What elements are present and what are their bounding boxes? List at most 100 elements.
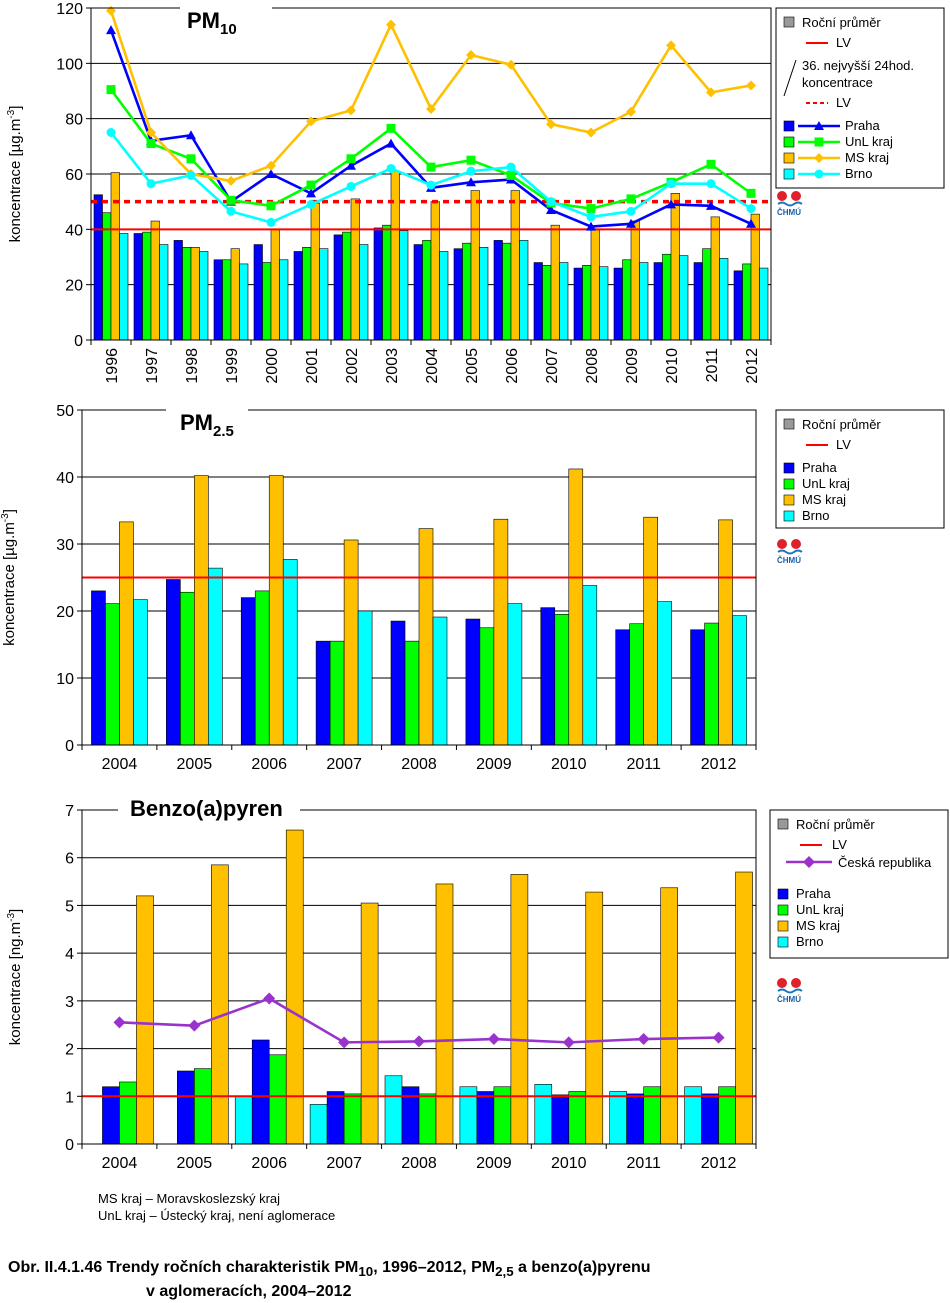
bar — [622, 259, 632, 341]
x-tick-label: 2005 — [177, 1155, 213, 1172]
series-marker — [186, 130, 196, 140]
legend-swatch-brno — [783, 510, 795, 522]
chmu-logo-dot — [791, 978, 801, 988]
bar — [133, 599, 148, 746]
bar — [326, 1091, 345, 1145]
series-marker — [426, 103, 436, 114]
series-marker — [746, 218, 756, 228]
series-marker — [266, 169, 276, 178]
series-marker — [186, 170, 196, 180]
bar — [234, 1095, 253, 1145]
bar — [465, 618, 481, 746]
x-tick-label: 2008 — [401, 1155, 437, 1172]
x-tick-label: 1998 — [184, 348, 201, 384]
series-marker — [306, 116, 316, 127]
series-marker — [637, 1033, 650, 1046]
series-marker — [666, 179, 676, 189]
bar — [453, 248, 463, 341]
x-tick-label: 2005 — [177, 756, 213, 773]
x-tick-label: 1997 — [144, 348, 161, 384]
bar — [199, 251, 209, 341]
bar — [510, 874, 529, 1145]
series-marker — [746, 204, 756, 214]
legend-label-brno: Brno — [802, 508, 829, 523]
note-unl-kraj: UnL kraj – Ústecký kraj, není aglomerace — [98, 1208, 336, 1223]
bar — [177, 1070, 195, 1145]
chmu-logo-text: ČHMÚ — [777, 208, 801, 217]
bar — [136, 895, 154, 1145]
legend-swatch-unl — [783, 136, 795, 148]
bar — [173, 240, 183, 341]
bar — [701, 1093, 719, 1145]
series-marker — [226, 206, 236, 216]
bar — [693, 262, 703, 341]
bar — [268, 475, 284, 746]
bar — [554, 614, 570, 746]
bar — [279, 259, 289, 341]
legend-label-unl: UnL kraj — [796, 902, 844, 917]
bar — [194, 475, 209, 746]
series-marker — [706, 200, 716, 210]
bar — [194, 1068, 212, 1145]
bar — [750, 213, 760, 341]
legend-label-brno: Brno — [845, 166, 872, 181]
y-axis-label: koncentrace [ng.m-3] — [6, 909, 24, 1045]
y-tick-label: 50 — [56, 403, 74, 420]
bar — [540, 607, 556, 746]
legend-label-unl: UnL kraj — [845, 134, 893, 149]
chmu-logo-dot — [791, 539, 801, 549]
y-tick-label: 60 — [65, 167, 83, 184]
series-marker — [746, 80, 756, 91]
series-marker — [426, 162, 436, 172]
bar — [384, 1075, 403, 1145]
series-marker — [266, 160, 276, 171]
series-marker — [226, 175, 236, 186]
series-marker — [546, 119, 556, 130]
series-marker — [113, 1016, 126, 1029]
series-marker — [546, 197, 556, 207]
series-marker — [626, 106, 636, 117]
legend-label-lv: LV — [832, 837, 847, 852]
bar — [240, 597, 256, 746]
bar — [418, 1093, 437, 1145]
bar — [315, 640, 331, 746]
title-background — [180, 0, 272, 20]
x-tick-label: 2011 — [704, 348, 721, 383]
bar — [239, 263, 249, 341]
bar — [507, 603, 523, 746]
bar — [399, 230, 409, 341]
legend-label-ms: MS kraj — [802, 492, 846, 507]
x-tick-label: 2010 — [551, 1155, 587, 1172]
x-tick-label: 2008 — [584, 348, 601, 384]
bar — [732, 615, 747, 746]
series-marker — [146, 139, 156, 149]
legend-swatch-praha — [783, 462, 795, 474]
legend-swatch-praha — [783, 120, 795, 132]
bar — [110, 172, 120, 341]
bar — [735, 871, 753, 1145]
series-marker — [346, 181, 356, 191]
title-background — [118, 798, 300, 822]
series-marker — [626, 194, 636, 204]
bar — [742, 263, 752, 341]
y-tick-label: 0 — [65, 1137, 74, 1154]
series-marker — [266, 217, 276, 227]
bar — [213, 259, 223, 341]
bar — [251, 1039, 270, 1145]
series-marker — [386, 19, 396, 30]
y-tick-label: 3 — [65, 994, 74, 1011]
bar — [373, 227, 383, 341]
legend-swatch-annual — [783, 16, 795, 28]
plot-frame — [81, 409, 757, 746]
bar — [91, 590, 106, 746]
series-marker — [146, 127, 156, 138]
figure-caption: Obr. II.4.1.46 Trendy ročních charakteri… — [8, 1259, 651, 1301]
series-marker — [338, 1036, 351, 1049]
bar — [733, 270, 743, 341]
series-marker — [626, 218, 636, 228]
x-tick-label: 2001 — [304, 348, 321, 384]
plot-frame — [90, 7, 772, 341]
bar — [435, 883, 454, 1145]
series-marker — [386, 123, 396, 133]
bar — [657, 601, 672, 746]
